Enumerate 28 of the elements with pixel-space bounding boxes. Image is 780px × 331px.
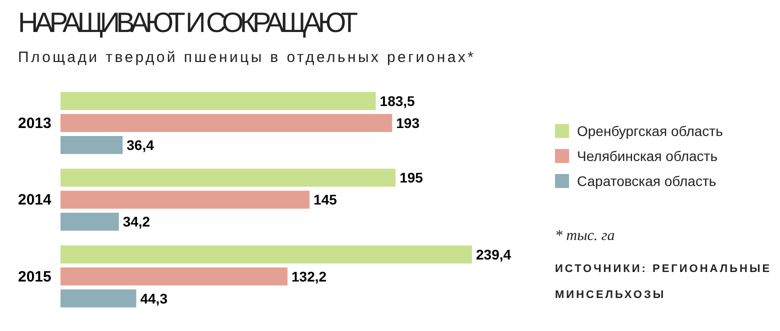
legend-label: Оренбургская область <box>577 123 723 139</box>
data-label: 34,2 <box>122 214 150 230</box>
y-tick-label: 2013 <box>18 115 52 132</box>
chart-subtitle: Площади твердой пшеницы в отдельных регионах* <box>18 49 476 66</box>
bar <box>60 212 119 231</box>
data-label: 193 <box>396 115 420 131</box>
data-label: 195 <box>400 170 424 186</box>
chart-title: НАРАЩИВАЮТ И СОКРАЩАЮТ <box>18 7 358 38</box>
bar <box>60 267 288 286</box>
data-label: 36,4 <box>126 137 154 153</box>
bar <box>60 245 472 264</box>
bar <box>60 136 123 154</box>
bar <box>60 190 310 209</box>
legend-label: Челябинская область <box>577 148 718 164</box>
text: * тыс. га <box>555 228 615 244</box>
data-label: 239,4 <box>476 246 512 262</box>
bar <box>60 114 392 132</box>
bar <box>60 289 136 308</box>
y-tick-label: 2015 <box>18 268 52 286</box>
data-label: 44,3 <box>140 290 168 306</box>
legend-label: Саратовская область <box>577 173 716 189</box>
data-label: 183,5 <box>380 93 416 109</box>
text: ИСТОЧНИКИ: РЕГИОНАЛЬНЫЕ МИНСЕЛЬХОЗЫ <box>555 263 772 301</box>
bar <box>60 168 396 187</box>
y-tick-label: 2014 <box>18 192 52 209</box>
bar <box>60 92 376 110</box>
data-label: 132,2 <box>292 268 327 284</box>
data-label: 145 <box>314 192 338 208</box>
